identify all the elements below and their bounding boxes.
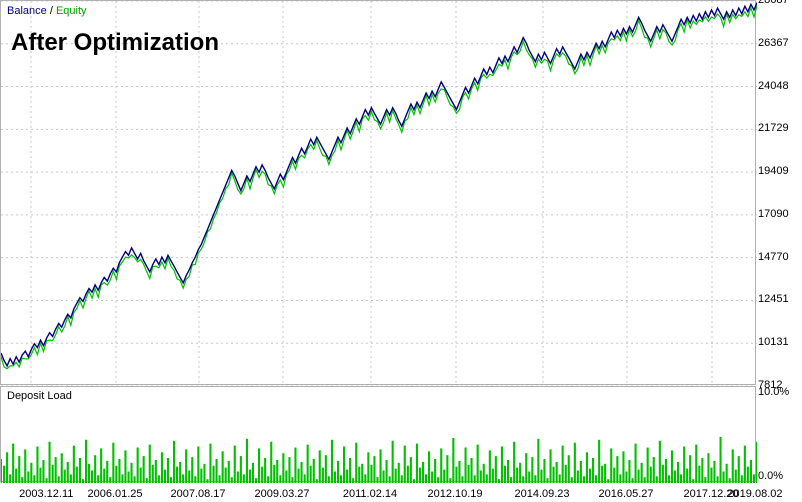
deposit-y-tick-label: 10.0%: [758, 386, 789, 398]
y-tick-label: 28687: [758, 0, 789, 6]
x-tick-label: 2014.09.23: [514, 488, 569, 500]
y-tick-label: 19409: [758, 165, 789, 177]
y-tick-label: 21729: [758, 122, 789, 134]
main-chart-panel: Balance / Equity After Optimization: [0, 0, 756, 385]
y-tick-label: 24048: [758, 80, 789, 92]
chart-container: Balance / Equity After Optimization 7812…: [0, 0, 802, 502]
deposit-load-label: Deposit Load: [7, 390, 72, 402]
legend-balance-label: Balance: [7, 5, 47, 17]
y-tick-label: 14770: [758, 251, 789, 263]
chart-title: After Optimization: [11, 29, 219, 57]
legend-equity-label: Equity: [56, 5, 87, 17]
x-tick-label: 2007.08.17: [170, 488, 225, 500]
x-tick-label: 2006.01.25: [87, 488, 142, 500]
x-tick-label: 2019.08.02: [727, 488, 782, 500]
legend-separator: /: [47, 5, 56, 17]
x-tick-label: 2016.05.27: [598, 488, 653, 500]
deposit-y-tick-label: 0.0%: [758, 470, 783, 482]
deposit-chart-panel: Deposit Load: [0, 386, 756, 482]
x-tick-label: 2009.03.27: [254, 488, 309, 500]
y-tick-label: 10131: [758, 336, 789, 348]
deposit-chart-svg: [1, 387, 757, 483]
x-tick-label: 2012.10.19: [427, 488, 482, 500]
y-tick-label: 26367: [758, 37, 789, 49]
y-tick-label: 12451: [758, 293, 789, 305]
x-tick-label: 2003.12.11: [19, 488, 73, 500]
chart-legend: Balance / Equity: [7, 5, 87, 17]
main-chart-svg: [1, 1, 757, 386]
x-tick-label: 2011.02.14: [343, 488, 397, 500]
y-tick-label: 17090: [758, 208, 789, 220]
